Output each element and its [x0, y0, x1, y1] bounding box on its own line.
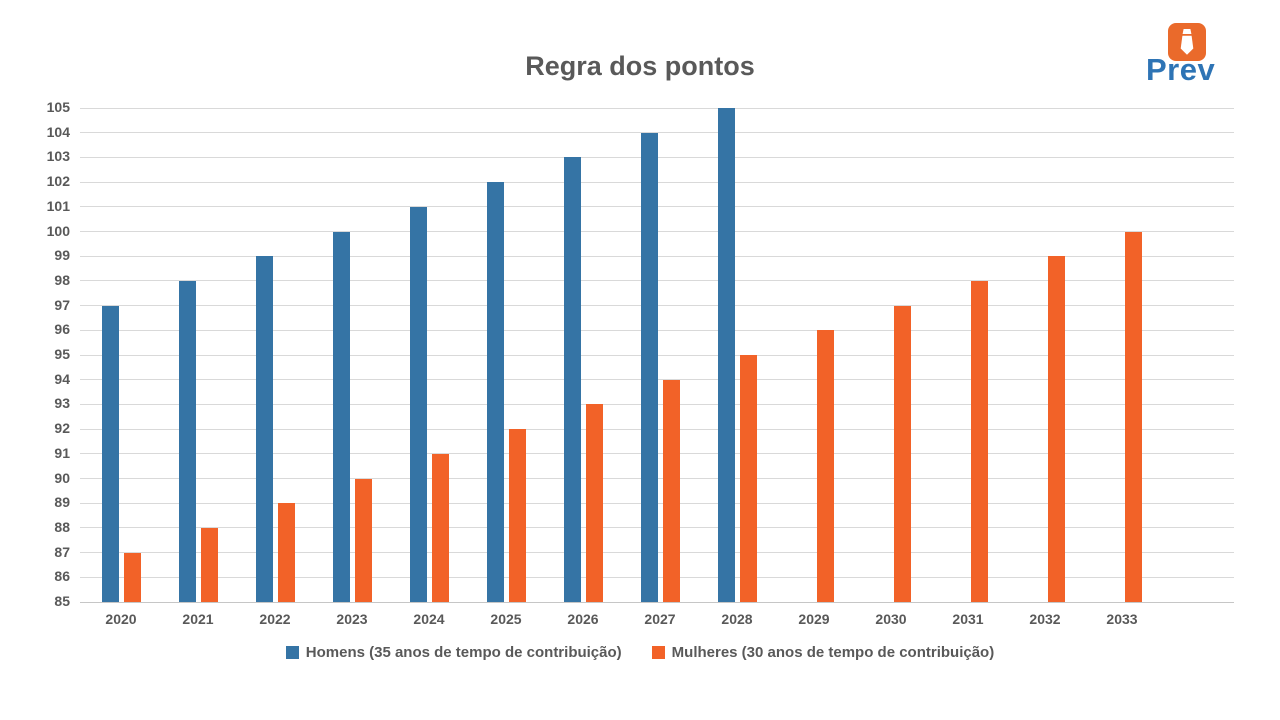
y-axis-tick-99: 99: [54, 247, 70, 264]
x-axis-tick-2032: 2032: [1029, 611, 1061, 627]
brand-name: Prev: [1146, 52, 1216, 87]
x-axis-tick-2029: 2029: [798, 611, 830, 627]
y-axis-tick-86: 86: [54, 568, 70, 585]
y-axis-tick-92: 92: [54, 420, 70, 437]
bar-mulheres-2033: [1124, 231, 1142, 602]
x-axis-tick-2027: 2027: [644, 611, 676, 627]
legend: Homens (35 anos de tempo de contribuição…: [0, 644, 1280, 661]
legend-label-homens: Homens (35 anos de tempo de contribuição…: [305, 644, 622, 661]
bar-homens-2023: [332, 231, 350, 602]
bar-homens-2024: [409, 206, 427, 602]
x-axis-tick-2030: 2030: [875, 611, 907, 627]
x-axis-tick-2033: 2033: [1106, 611, 1138, 627]
bar-mulheres-2029: [816, 330, 834, 602]
bar-mulheres-2030: [893, 305, 911, 602]
bar-mulheres-2022: [277, 503, 295, 602]
x-axis-tick-2024: 2024: [413, 611, 445, 627]
legend-swatch-mulheres: [651, 646, 665, 659]
y-axis-tick-102: 102: [46, 173, 70, 190]
bar-homens-2027: [640, 132, 658, 602]
plot-area: 85 86 87 88 89 90 91 92 93 94 95 96 97 98 99 100 101 102 1…: [47, 99, 1234, 627]
bar-homens-2020: [101, 305, 119, 602]
bar-mulheres-2027: [662, 379, 680, 602]
bar-homens-2022: [255, 256, 273, 602]
tie-icon: [1168, 23, 1206, 61]
y-axis-tick-101: 101: [46, 197, 70, 214]
bar-homens-2028: [717, 108, 735, 602]
y-axis-tick-93: 93: [54, 395, 70, 412]
y-axis-tick-90: 90: [54, 469, 70, 486]
bar-homens-2025: [486, 182, 504, 602]
bar-homens-2026: [563, 157, 581, 602]
legend-item-homens: Homens (35 anos de tempo de contribuição…: [285, 644, 622, 661]
y-axis-tick-105: 105: [46, 99, 70, 115]
y-axis-tick-104: 104: [46, 123, 70, 140]
bar-mulheres-2023: [354, 478, 372, 602]
y-axis-tick-96: 96: [54, 321, 70, 338]
y-axis-tick-89: 89: [54, 494, 70, 511]
x-axis-tick-2020: 2020: [105, 611, 137, 627]
y-axis-tick-103: 103: [46, 148, 70, 165]
gridline-y-85: [80, 601, 1234, 603]
bar-mulheres-2026: [585, 404, 603, 602]
x-axis-tick-2023: 2023: [336, 611, 368, 627]
x-axis-tick-2025: 2025: [490, 611, 522, 627]
x-axis-tick-2022: 2022: [259, 611, 291, 627]
bar-homens-2021: [178, 280, 196, 602]
bar-mulheres-2021: [200, 527, 218, 602]
y-axis-tick-94: 94: [54, 370, 70, 387]
bar-mulheres-2020: [123, 552, 141, 602]
y-axis-tick-85: 85: [54, 593, 70, 609]
bar-mulheres-2031: [970, 280, 988, 602]
bar-mulheres-2028: [739, 355, 757, 602]
x-axis-tick-2031: 2031: [952, 611, 984, 627]
bar-mulheres-2032: [1047, 256, 1065, 602]
bar-mulheres-2024: [431, 453, 449, 602]
y-axis-tick-87: 87: [54, 543, 70, 560]
x-axis-tick-2028: 2028: [721, 611, 753, 627]
y-axis-tick-95: 95: [54, 346, 70, 362]
y-axis-tick-88: 88: [54, 518, 70, 535]
y-axis-tick-100: 100: [46, 222, 70, 239]
x-axis-tick-2021: 2021: [182, 611, 214, 627]
gridline-y-105: [80, 107, 1234, 109]
y-axis-tick-97: 97: [54, 296, 70, 313]
bar-mulheres-2025: [508, 429, 526, 602]
legend-item-mulheres: Mulheres (30 anos de tempo de contribuiç…: [651, 644, 995, 661]
legend-label-mulheres: Mulheres (30 anos de tempo de contribuiç…: [671, 644, 995, 661]
y-axis-tick-98: 98: [54, 271, 70, 288]
y-axis-tick-91: 91: [54, 444, 70, 461]
x-axis-tick-2026: 2026: [567, 611, 599, 627]
legend-swatch-homens: [285, 646, 299, 659]
chart-title: Regra dos pontos: [525, 51, 755, 81]
